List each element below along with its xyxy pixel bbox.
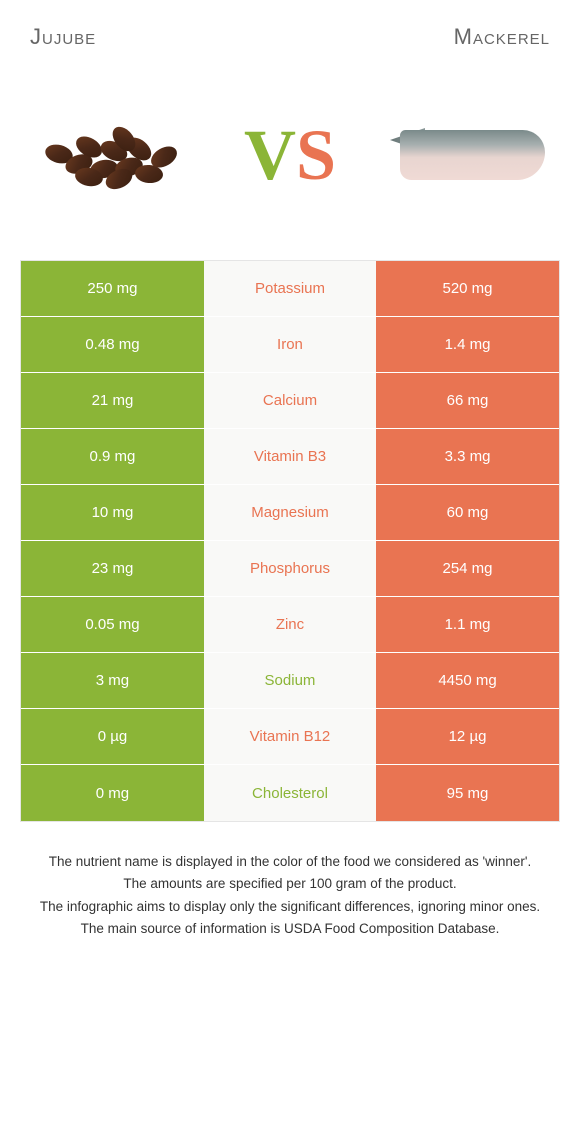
footer-line-1: The nutrient name is displayed in the co…	[25, 852, 555, 872]
left-value: 0.9 mg	[21, 429, 204, 484]
jujube-image	[25, 95, 195, 215]
nutrient-name: Cholesterol	[204, 765, 376, 821]
left-value: 10 mg	[21, 485, 204, 540]
left-value: 21 mg	[21, 373, 204, 428]
table-row: 0 µgVitamin B1212 µg	[21, 709, 559, 765]
right-value: 254 mg	[376, 541, 559, 596]
right-food-title: Mackerel	[454, 24, 550, 50]
table-row: 0.05 mgZinc1.1 mg	[21, 597, 559, 653]
nutrient-name: Calcium	[204, 373, 376, 428]
nutrient-name: Sodium	[204, 653, 376, 708]
nutrient-table: 250 mgPotassium520 mg0.48 mgIron1.4 mg21…	[20, 260, 560, 822]
table-row: 10 mgMagnesium60 mg	[21, 485, 559, 541]
vs-s-char: S	[296, 115, 336, 195]
footer-line-4: The main source of information is USDA F…	[25, 919, 555, 939]
nutrient-name: Vitamin B12	[204, 709, 376, 764]
footer-notes: The nutrient name is displayed in the co…	[0, 822, 580, 961]
nutrient-name: Magnesium	[204, 485, 376, 540]
right-value: 66 mg	[376, 373, 559, 428]
nutrient-name: Potassium	[204, 261, 376, 316]
left-food-title: Jujube	[30, 24, 96, 50]
left-value: 250 mg	[21, 261, 204, 316]
table-row: 0.48 mgIron1.4 mg	[21, 317, 559, 373]
left-value: 0.48 mg	[21, 317, 204, 372]
right-value: 1.4 mg	[376, 317, 559, 372]
right-value: 1.1 mg	[376, 597, 559, 652]
nutrient-name: Phosphorus	[204, 541, 376, 596]
vs-v-char: V	[244, 115, 296, 195]
vs-text: VS	[244, 114, 336, 197]
right-value: 3.3 mg	[376, 429, 559, 484]
nutrient-name: Iron	[204, 317, 376, 372]
table-row: 23 mgPhosphorus254 mg	[21, 541, 559, 597]
left-value: 0 µg	[21, 709, 204, 764]
nutrient-name: Vitamin B3	[204, 429, 376, 484]
left-value: 23 mg	[21, 541, 204, 596]
table-row: 0 mgCholesterol95 mg	[21, 765, 559, 821]
left-value: 0 mg	[21, 765, 204, 821]
footer-line-2: The amounts are specified per 100 gram o…	[25, 874, 555, 894]
table-row: 0.9 mgVitamin B33.3 mg	[21, 429, 559, 485]
right-value: 12 µg	[376, 709, 559, 764]
left-value: 3 mg	[21, 653, 204, 708]
header: Jujube Mackerel	[0, 0, 580, 60]
nutrient-name: Zinc	[204, 597, 376, 652]
footer-line-3: The infographic aims to display only the…	[25, 897, 555, 917]
table-row: 3 mgSodium4450 mg	[21, 653, 559, 709]
right-value: 60 mg	[376, 485, 559, 540]
table-row: 21 mgCalcium66 mg	[21, 373, 559, 429]
left-value: 0.05 mg	[21, 597, 204, 652]
right-value: 4450 mg	[376, 653, 559, 708]
table-row: 250 mgPotassium520 mg	[21, 261, 559, 317]
mackerel-image	[385, 95, 555, 215]
right-value: 520 mg	[376, 261, 559, 316]
right-value: 95 mg	[376, 765, 559, 821]
hero-section: VS	[0, 60, 580, 260]
